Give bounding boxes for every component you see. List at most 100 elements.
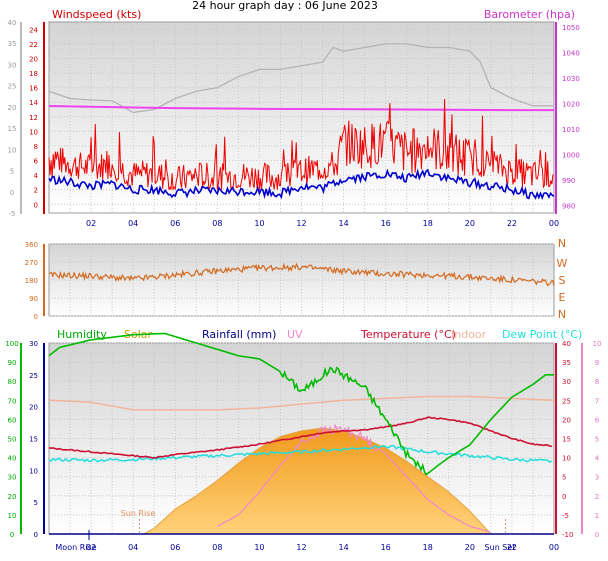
direction-tick-label: 270: [25, 259, 38, 267]
wind-outer-tick-label: -5: [9, 210, 16, 218]
rain-tick-label: 10: [29, 467, 38, 475]
temperature-tick-label: 25: [562, 397, 571, 405]
wind-outer-tick-label: 35: [8, 40, 17, 48]
direction-tick-label: 90: [29, 295, 38, 303]
temperature-tick-label: 0: [562, 493, 566, 501]
humidity-tick-label: 30: [8, 474, 17, 482]
legend-item-indoor: Indoor: [451, 328, 487, 341]
uv-tick-label: 3: [595, 474, 599, 482]
humidity-line: [48, 332, 554, 476]
wind-tick-label: 12: [29, 114, 38, 122]
wind-tick-label: 2: [34, 187, 38, 195]
wind-tick-label: 18: [29, 70, 38, 78]
multi-x-tick-label: 04: [128, 543, 138, 552]
wind-x-tick-label: 22: [507, 219, 517, 228]
direction-line: [48, 262, 555, 287]
uv-tick-label: 1: [595, 512, 599, 520]
multi-x-tick-label: 02: [86, 543, 96, 552]
barometer-tick-label: 990: [562, 177, 575, 185]
multi-x-tick-label: 18: [423, 543, 433, 552]
average-wind-line: [48, 168, 555, 201]
multi-x-tick-label: 16: [381, 543, 391, 552]
indoor-line: [48, 395, 555, 411]
compass-label: S: [559, 274, 566, 287]
temperature-tick-label: -10: [562, 531, 573, 539]
legend-item-rainfall-mm: Rainfall (mm): [202, 328, 276, 341]
uv-tick-label: 4: [595, 455, 600, 463]
humidity-tick-label: 10: [8, 512, 17, 520]
humidity-tick-label: 90: [8, 359, 17, 367]
wind-x-tick-label: 08: [212, 219, 222, 228]
uv-tick-label: 9: [595, 359, 599, 367]
temperature-tick-label: 15: [562, 436, 571, 444]
temperature-tick-label: 40: [562, 340, 571, 348]
wind-tick-label: 6: [34, 158, 39, 166]
rain-tick-label: 30: [29, 340, 38, 348]
gray-series-line: [48, 43, 554, 114]
barometer-tick-label: 1000: [562, 151, 580, 159]
multi-x-tick-label: 00: [549, 543, 559, 552]
barometer-tick-label: 1050: [562, 24, 580, 32]
wind-tick-label: 14: [29, 99, 38, 107]
uv-tick-label: 5: [595, 436, 599, 444]
direction-tick-label: 180: [25, 277, 38, 285]
wind-outer-tick-label: 30: [8, 61, 17, 69]
uv-tick-label: 8: [595, 378, 599, 386]
barometer-label: Barometer (hpa): [484, 8, 575, 21]
rain-tick-label: 25: [29, 372, 38, 380]
multi-x-tick-label: 12: [296, 543, 306, 552]
wind-tick-label: 10: [29, 128, 38, 136]
barometer-line: [48, 105, 554, 112]
rain-tick-label: 15: [29, 436, 38, 444]
barometer-tick-label: 1020: [562, 100, 580, 108]
multi-x-tick-label: 08: [212, 543, 222, 552]
wind-x-tick-label: 16: [381, 219, 391, 228]
wind-tick-label: 24: [29, 26, 38, 34]
wind-x-tick-label: 12: [296, 219, 306, 228]
multi-sensor-panel: Humidity Solar Rainfall (mm) UV Temperature …: [5, 328, 601, 552]
windspeed-label: Windspeed (kts): [52, 8, 141, 21]
wind-outer-tick-label: 5: [10, 168, 14, 176]
humidity-tick-label: 70: [8, 397, 17, 405]
uv-tick-label: 0: [595, 531, 599, 539]
multi-x-tick-label: 22: [507, 543, 517, 552]
compass-label: W: [557, 257, 568, 270]
barometer-tick-label: 1040: [562, 50, 580, 58]
uv-tick-label: 10: [593, 340, 602, 348]
compass-label: E: [559, 291, 566, 304]
humidity-tick-label: 60: [8, 416, 17, 424]
wind-x-tick-label: 14: [338, 219, 348, 228]
temperature-line: [48, 416, 552, 459]
legend-item-humidity: Humidity: [57, 328, 107, 341]
humidity-tick-label: 100: [5, 340, 18, 348]
humidity-tick-label: 0: [10, 531, 14, 539]
moon-rise-label: Moon Rise: [55, 543, 96, 552]
humidity-tick-label: 20: [8, 493, 17, 501]
wind-barometer-panel: Windspeed (kts) Barometer (hpa) -5 0 5 10 15…: [8, 8, 580, 228]
temperature-tick-label: 20: [562, 416, 571, 424]
direction-tick-label: 0: [34, 313, 38, 321]
temperature-tick-label: 5: [562, 474, 566, 482]
sun-set-label: Sun Set: [485, 543, 516, 552]
legend-item-dew-point-c: Dew Point (°C): [502, 328, 582, 341]
wind-x-tick-label: 20: [465, 219, 475, 228]
barometer-tick-label: 980: [562, 202, 575, 210]
wind-outer-tick-label: 20: [8, 104, 17, 112]
temperature-tick-label: 10: [562, 455, 571, 463]
wind-x-tick-label: 02: [86, 219, 96, 228]
wind-x-tick-label: 04: [128, 219, 138, 228]
barometer-tick-label: 1010: [562, 126, 580, 134]
direction-tick-label: 360: [25, 241, 38, 249]
wind-outer-tick-label: 10: [8, 146, 17, 154]
gust-line: [48, 99, 554, 192]
wind-outer-tick-label: 0: [10, 189, 14, 197]
wind-x-tick-label: 06: [170, 219, 180, 228]
temperature-tick-label: 30: [562, 378, 571, 386]
wind-x-tick-label: 00: [549, 219, 559, 228]
legend-item-temperature-c: Temperature (°C): [360, 328, 456, 341]
uv-tick-label: 7: [595, 397, 599, 405]
uv-line: [217, 423, 491, 533]
wind-x-tick-label: 10: [254, 219, 264, 228]
